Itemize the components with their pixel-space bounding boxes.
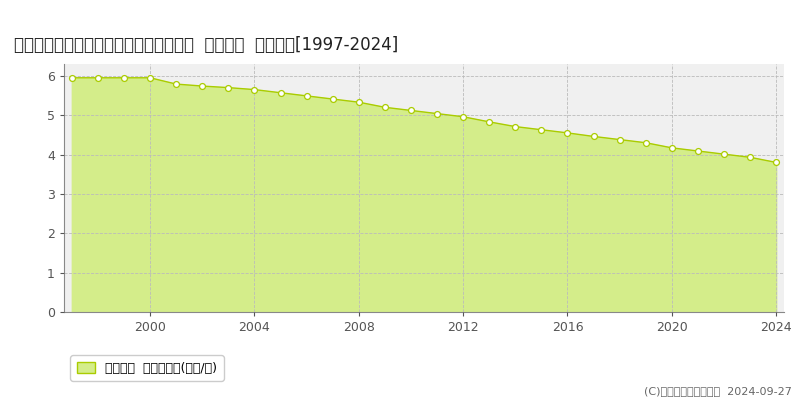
Point (91, 74, 104, 81)
Point (639, 140, 652, 146)
Point (405, 107, 418, 114)
Point (274, 90, 287, 96)
Point (666, 145, 678, 151)
Point (457, 114, 470, 120)
Point (352, 99, 365, 105)
Point (483, 119, 496, 125)
Point (535, 126, 548, 133)
Point (170, 81, 182, 87)
Point (509, 123, 522, 130)
Point (691, 148, 704, 154)
Legend: 基準地価  平均坪単価(万円/坪): 基準地価 平均坪単価(万円/坪) (70, 356, 223, 381)
Point (118, 74, 130, 81)
Point (144, 74, 157, 81)
Point (430, 110, 443, 117)
Point (561, 130, 574, 136)
Point (718, 151, 730, 157)
Point (744, 154, 757, 160)
Point (196, 83, 209, 89)
Point (248, 86, 261, 93)
Point (66, 74, 78, 81)
Point (300, 93, 313, 99)
Point (614, 136, 626, 143)
Point (587, 133, 600, 140)
Point (378, 104, 391, 110)
Text: 新潟県岩船郡関川村大字下関８９４番２  基準地価  地価推移[1997-2024]: 新潟県岩船郡関川村大字下関８９４番２ 基準地価 地価推移[1997-2024] (14, 36, 398, 54)
Point (770, 159, 782, 166)
Point (222, 84, 234, 91)
Point (326, 96, 339, 102)
Text: (C)土地価格ドットコム  2024-09-27: (C)土地価格ドットコム 2024-09-27 (644, 386, 792, 396)
